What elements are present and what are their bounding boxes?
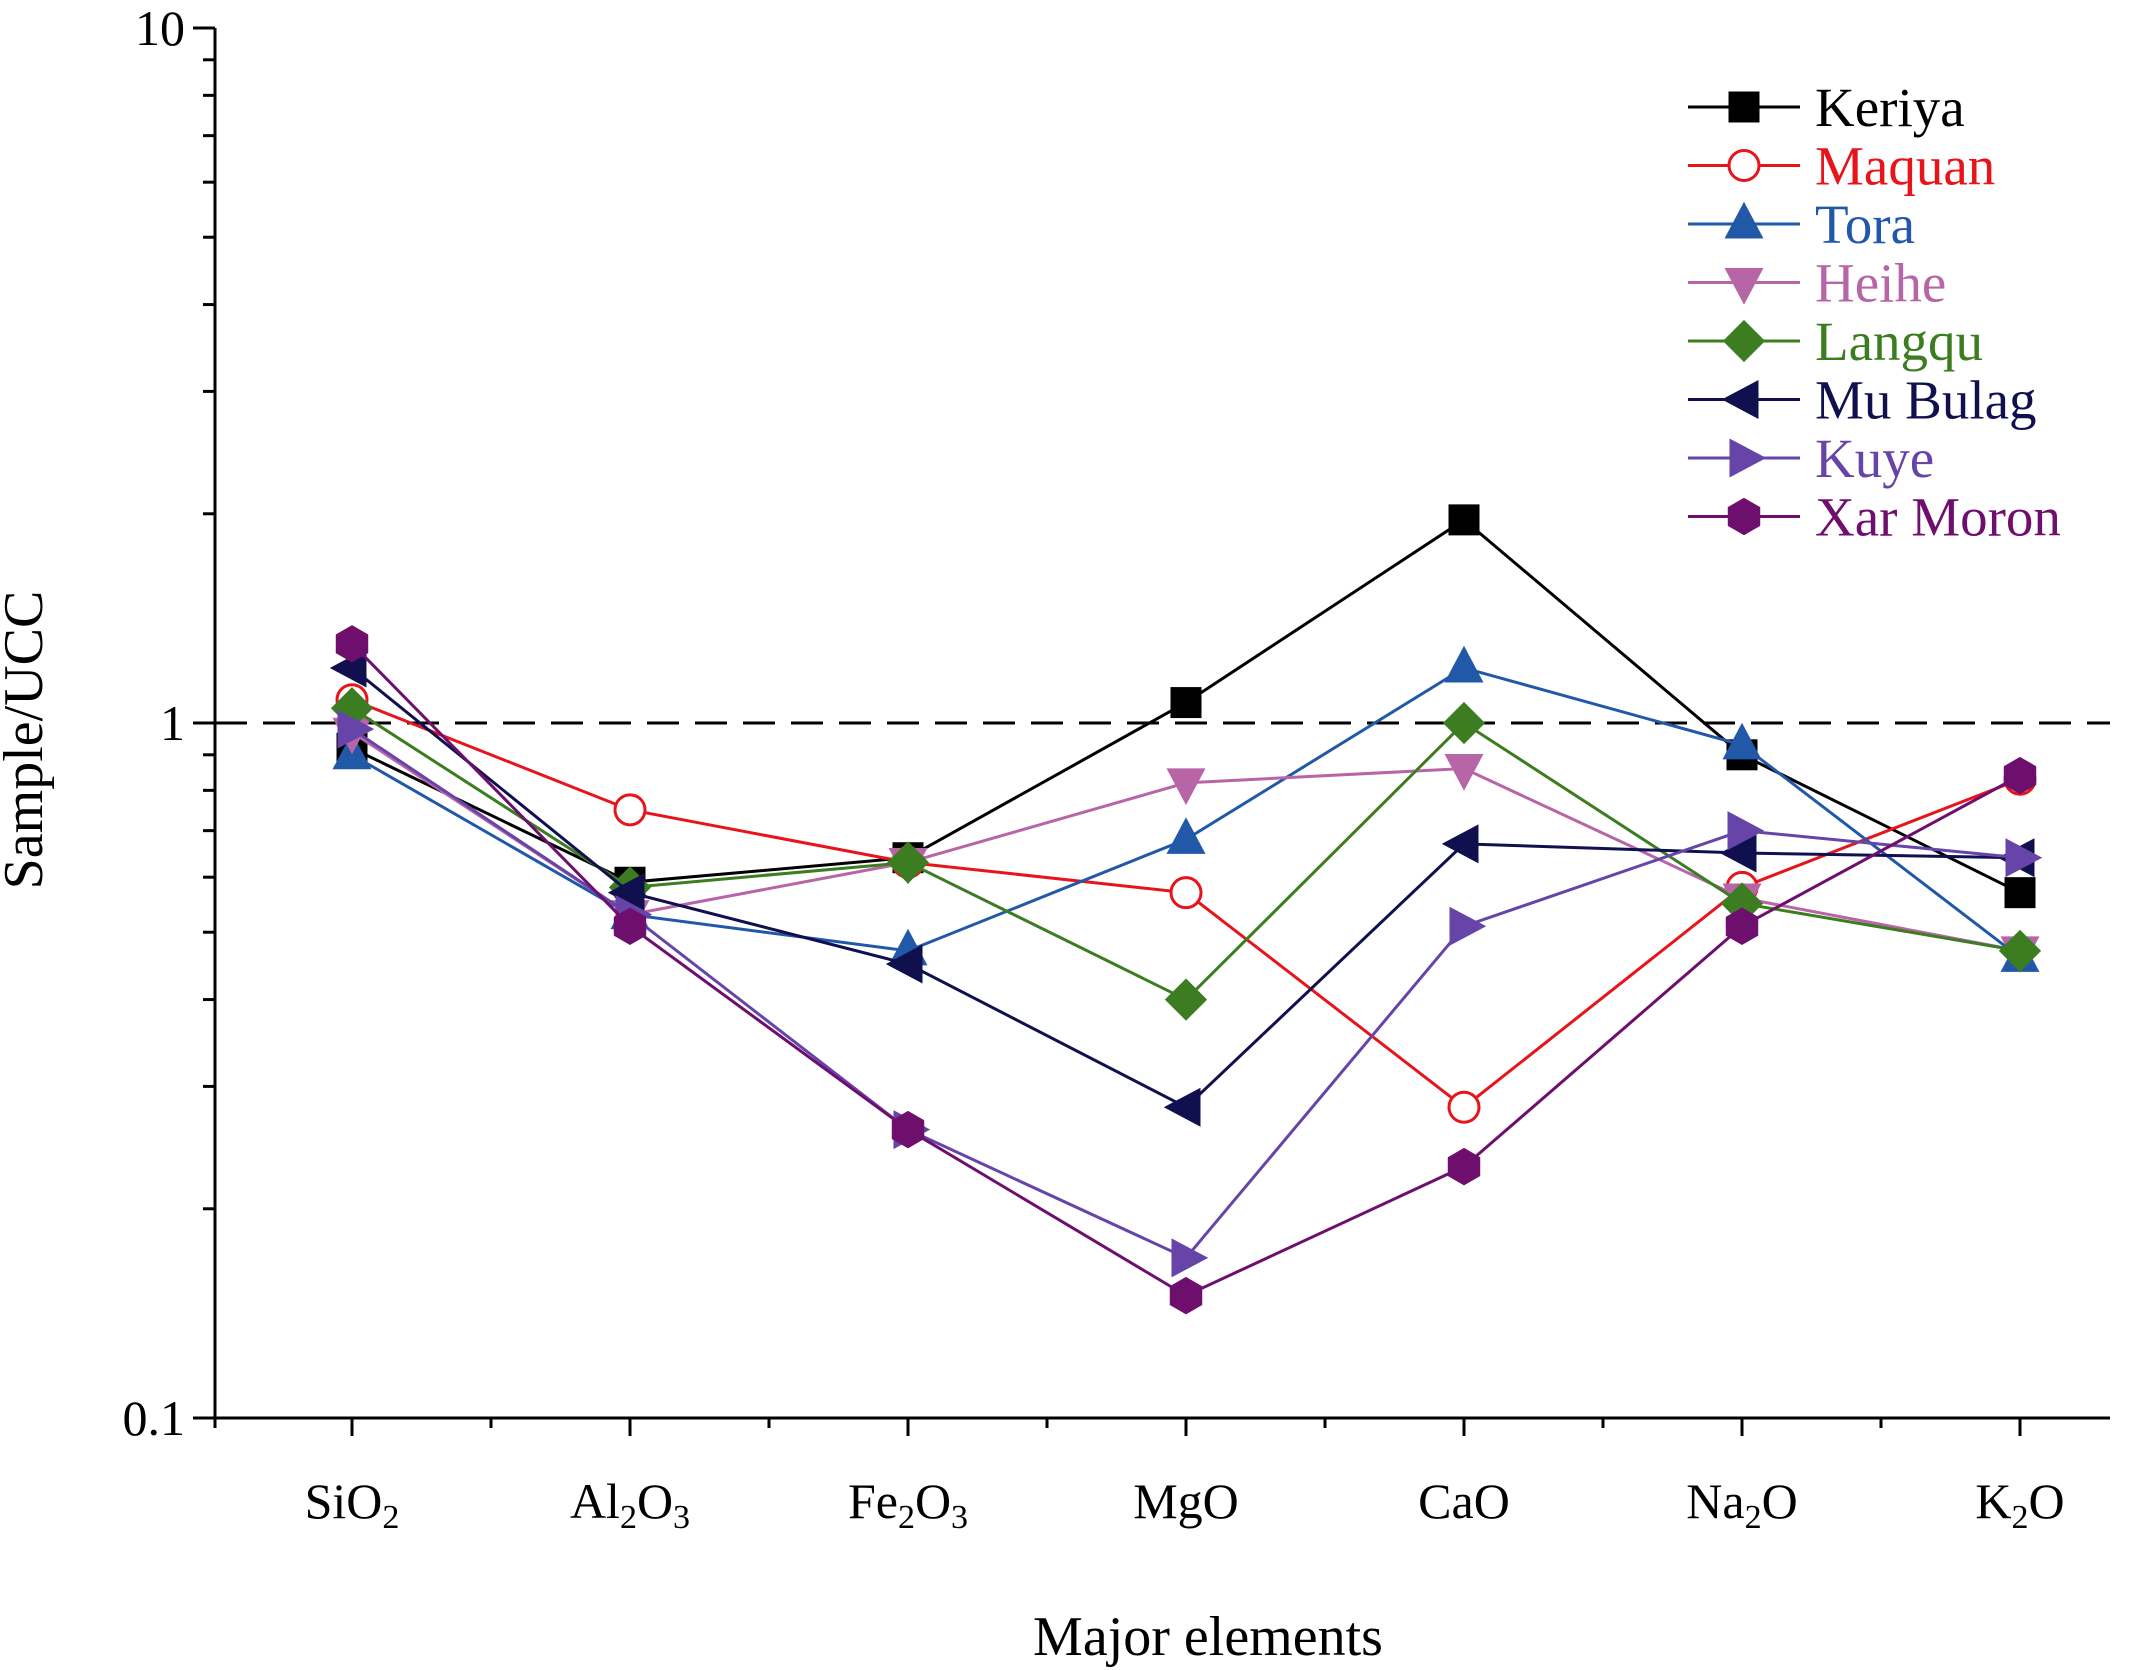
legend-item-maquan: Maquan	[1688, 136, 1995, 197]
data-point-langqu	[886, 841, 930, 884]
legend-label: Mu Bulag	[1815, 370, 2037, 431]
data-point-langqu	[1164, 978, 1208, 1021]
data-point-mu-bulag	[607, 873, 645, 913]
legend-swatch-marker	[1724, 268, 1764, 305]
legend-swatch-marker	[1724, 201, 1764, 239]
data-point-langqu	[1442, 701, 1486, 745]
data-point-maquan	[613, 793, 647, 827]
data-point-xar-moron	[1725, 907, 1759, 945]
legend-label: Kuye	[1815, 428, 1934, 489]
data-point-kuye	[1171, 1238, 1209, 1278]
data-point-keriya	[1170, 687, 1202, 719]
legend-swatch-marker	[1729, 438, 1767, 478]
legend-item-mu-bulag: Mu Bulag	[1688, 370, 2037, 431]
data-point-xar-moron	[1169, 1276, 1203, 1315]
data-point-xar-moron	[335, 625, 369, 663]
legend-item-tora: Tora	[1688, 194, 1915, 255]
data-point-xar-moron	[891, 1110, 925, 1149]
legend-label: Maquan	[1815, 136, 1995, 197]
data-point-xar-moron	[613, 907, 647, 945]
x-tick-label: MgO	[1133, 1473, 1239, 1529]
data-point-tora	[1444, 645, 1484, 683]
legend-label: Xar Moron	[1815, 487, 2061, 548]
data-point-tora	[1166, 817, 1206, 854]
data-point-kuye	[1727, 811, 1765, 851]
legend-swatch-marker	[1721, 380, 1759, 419]
x-tick-label: Al2O3	[570, 1473, 690, 1536]
legend-item-keriya: Keriya	[1688, 77, 1965, 138]
data-point-heihe	[1166, 768, 1206, 806]
y-tick-label: 10	[135, 0, 185, 56]
data-point-kuye	[1449, 906, 1487, 946]
series-maquan	[335, 683, 2037, 1124]
legend-item-xar-moron: Xar Moron	[1688, 487, 2061, 548]
x-tick-label: Na2O	[1686, 1473, 1797, 1536]
data-point-mu-bulag	[1719, 833, 1757, 873]
data-point-heihe	[1444, 754, 1484, 791]
data-point-tora	[1722, 722, 1762, 760]
x-tick-label: K2O	[1975, 1473, 2064, 1536]
data-point-keriya	[1448, 504, 1480, 536]
x-tick-label: SiO2	[305, 1473, 400, 1536]
series-group	[329, 504, 2043, 1315]
legend-label: Heihe	[1815, 253, 1946, 314]
legend-swatch-marker	[1722, 319, 1766, 363]
x-tick-label: CaO	[1418, 1473, 1510, 1529]
series-line-xar-moron	[350, 642, 2021, 1298]
series-xar-moron	[335, 625, 2037, 1315]
data-point-xar-moron	[2003, 756, 2037, 795]
data-point-maquan	[1169, 876, 1203, 910]
legend-swatch-marker	[1727, 497, 1761, 536]
data-point-mu-bulag	[1441, 824, 1479, 864]
legend-swatch-marker	[1727, 149, 1761, 182]
y-axis-title: Sample/UCC	[0, 591, 55, 890]
data-point-kuye	[337, 709, 375, 749]
legend-item-kuye: Kuye	[1688, 428, 1934, 489]
legend-label: Langqu	[1815, 311, 1983, 372]
x-tick-label: Fe2O3	[848, 1473, 968, 1536]
data-point-maquan	[1447, 1090, 1481, 1124]
legend-swatch-marker	[1728, 91, 1760, 123]
legend-item-heihe: Heihe	[1688, 253, 1946, 314]
data-point-langqu	[1998, 929, 2042, 973]
legend-item-langqu: Langqu	[1688, 311, 1983, 372]
legend-label: Keriya	[1815, 77, 1965, 138]
y-tick-label: 1	[160, 695, 185, 751]
tick-labels: 0.1 1 10 SiO2 Al2O3 Fe2O3 MgO CaO Na2O K2O	[123, 0, 2065, 1536]
legend-label: Tora	[1815, 194, 1915, 255]
x-axis-title: Major elements	[1033, 1606, 1383, 1668]
data-point-xar-moron	[1447, 1147, 1481, 1186]
y-tick-label: 0.1	[123, 1390, 186, 1446]
data-point-mu-bulag	[1163, 1087, 1201, 1127]
data-point-kuye	[2005, 838, 2043, 878]
data-point-keriya	[2004, 877, 2036, 909]
data-point-mu-bulag	[885, 944, 923, 984]
